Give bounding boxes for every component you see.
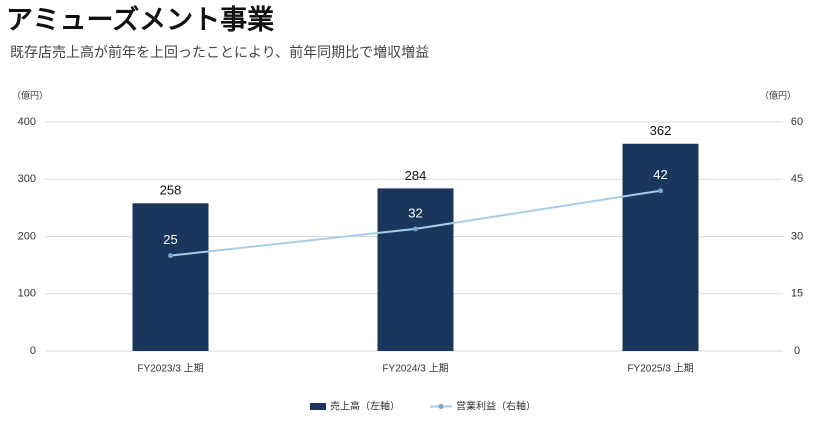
x-tick-label: FY2023/3 上期 [137, 363, 203, 375]
chart-subtitle: 既存店売上高が前年を上回ったことにより、前年同期比で増収増益 [10, 44, 430, 60]
legend-swatch [310, 403, 326, 410]
line-value-label: 32 [408, 205, 422, 220]
legend-label: 営業利益（右軸） [456, 400, 536, 413]
bar [132, 203, 209, 351]
line-value-label: 25 [163, 232, 177, 247]
legend-item: 売上高（左軸） [310, 400, 400, 413]
x-tick-label: FY2024/3 上期 [382, 363, 448, 375]
line-point [413, 226, 418, 232]
y-tick-label: 200 [18, 230, 36, 242]
line-point [168, 253, 173, 259]
x-tick-label: FY2025/3 上期 [627, 363, 693, 375]
legend-label: 売上高（左軸） [330, 400, 400, 413]
bar-value-label: 258 [160, 183, 182, 198]
y2-axis-label: （億円） [760, 89, 796, 100]
bar [622, 143, 699, 351]
line-point [658, 188, 663, 194]
y2-tick-label: 30 [791, 230, 803, 242]
y-tick-label: 300 [18, 173, 36, 185]
y2-tick-label: 0 [794, 345, 800, 357]
y-tick-label: 100 [18, 288, 36, 300]
chart-title: アミューズメント事業 [6, 5, 275, 35]
y2-tick-label: 15 [791, 288, 803, 300]
y-tick-label: 400 [18, 116, 36, 128]
bar [377, 188, 454, 351]
y2-tick-label: 45 [791, 173, 803, 185]
legend-marker [438, 404, 444, 409]
legend-item: 営業利益（右軸） [430, 400, 536, 413]
y-tick-label: 0 [30, 345, 36, 357]
line-value-label: 42 [653, 167, 667, 182]
bar-value-label: 362 [650, 123, 672, 138]
bar-value-label: 284 [405, 168, 427, 183]
y-axis-label: （億円） [12, 89, 48, 100]
y2-tick-label: 60 [791, 116, 803, 128]
